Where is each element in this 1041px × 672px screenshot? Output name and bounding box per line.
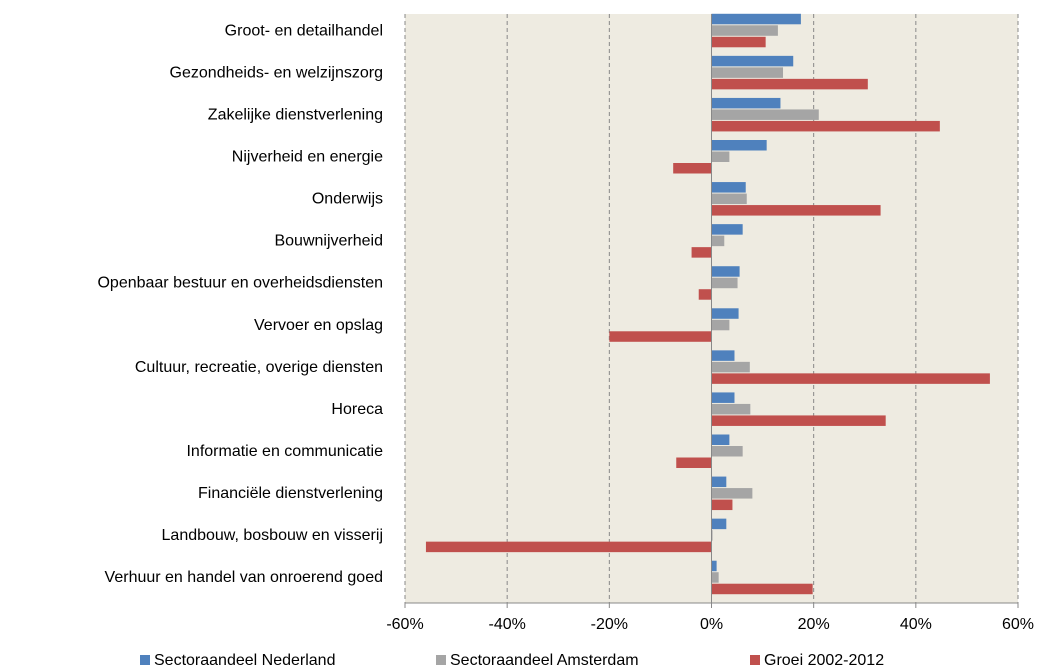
bar: [609, 331, 712, 342]
y-tick-label: Verhuur en handel van onroerend goed: [105, 569, 383, 586]
bar: [711, 67, 784, 78]
bar: [711, 235, 725, 247]
bar: [711, 403, 751, 415]
bar: [698, 289, 712, 300]
x-tick-label: -20%: [591, 616, 628, 633]
bar: [711, 319, 730, 331]
legend-label: Sectoraandeel Nederland: [154, 652, 335, 669]
y-tick-label: Gezondheids- en welzijnszorg: [170, 64, 383, 81]
x-tick-label: -60%: [386, 616, 423, 633]
bar: [711, 182, 746, 193]
legend-swatch: [140, 655, 150, 665]
x-tick-label: 0%: [700, 616, 723, 633]
y-tick-label: Cultuur, recreatie, overige diensten: [135, 359, 383, 376]
bar: [711, 488, 753, 499]
bar: [711, 572, 719, 583]
legend-swatch: [750, 655, 760, 665]
bar: [711, 25, 778, 36]
bar: [711, 36, 766, 48]
x-tick-label: 20%: [798, 616, 830, 633]
bar: [676, 457, 712, 468]
bar: [711, 392, 735, 403]
bar: [711, 530, 713, 541]
y-tick-label: Groot- en detailhandel: [225, 22, 383, 39]
bar: [691, 247, 712, 258]
bar: [711, 140, 767, 151]
bar: [711, 55, 794, 67]
bar: [711, 193, 747, 205]
legend-label: Sectoraandeel Amsterdam: [450, 652, 639, 669]
y-tick-label: Informatie en communicatie: [186, 443, 383, 460]
bar: [673, 163, 712, 174]
x-tick-label: 40%: [900, 616, 932, 633]
bar: [711, 13, 801, 25]
bar: [711, 583, 813, 595]
bar: [711, 361, 750, 373]
bar: [711, 120, 940, 132]
y-tick-label: Onderwijs: [312, 191, 383, 208]
bar: [425, 541, 712, 553]
bar: [711, 308, 739, 319]
x-tick-label: 60%: [1002, 616, 1034, 633]
y-tick-label: Financiële dienstverlening: [198, 485, 383, 502]
bar: [711, 97, 781, 109]
y-tick-label: Openbaar bestuur en overheidsdiensten: [97, 275, 383, 292]
y-tick-label: Horeca: [331, 401, 383, 418]
y-tick-label: Nijverheid en energie: [232, 148, 383, 165]
bar: [711, 350, 735, 361]
bar: [711, 499, 733, 511]
bar: [711, 205, 881, 216]
bar: [711, 518, 727, 530]
bar: [711, 434, 730, 445]
legend-label: Groei 2002-2012: [764, 652, 884, 669]
bar: [711, 151, 730, 162]
bar: [711, 560, 717, 572]
bar: [711, 415, 886, 426]
y-tick-label: Zakelijke dienstverlening: [208, 106, 383, 123]
bar: [711, 224, 743, 235]
bar: [711, 373, 990, 384]
y-tick-label: Landbouw, bosbouw en visserij: [162, 527, 383, 544]
bar: [711, 266, 740, 277]
y-tick-label: Vervoer en opslag: [254, 317, 383, 334]
bar: [711, 277, 738, 289]
bar: [711, 476, 727, 488]
x-tick-label: -40%: [488, 616, 525, 633]
bar: [711, 78, 868, 90]
y-tick-label: Bouwnijverheid: [274, 233, 383, 250]
legend-swatch: [436, 655, 446, 665]
bar: [711, 446, 743, 457]
bar: [711, 109, 819, 120]
